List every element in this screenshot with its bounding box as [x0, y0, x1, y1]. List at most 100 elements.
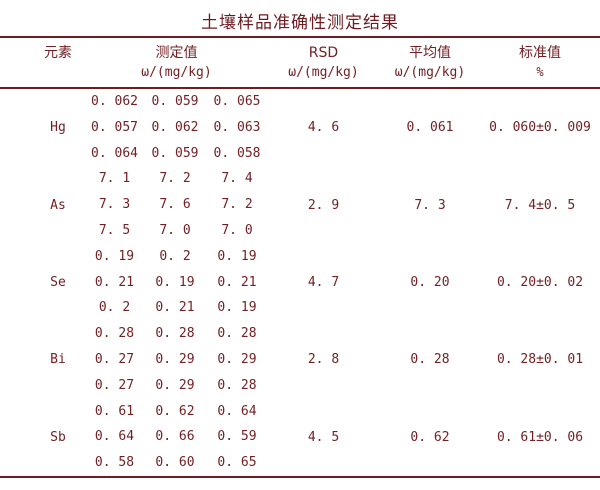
measured-subcolumn-3: 0. 64 0. 59 0. 65 — [207, 399, 267, 476]
measured-value: 7. 0 — [221, 222, 253, 238]
header-average-label: 平均值 — [409, 45, 451, 61]
rsd-value: 2. 8 — [307, 352, 340, 368]
table-bottom-rule — [0, 475, 600, 478]
measured-subcolumn-1: 0. 61 0. 64 0. 58 — [86, 399, 143, 476]
measured-value: 0. 2 — [98, 300, 131, 316]
header-measured-unit: ω/(mg/kg) — [141, 65, 212, 80]
average-value: 0. 061 — [406, 120, 454, 136]
measured-value: 7. 6 — [159, 197, 191, 213]
measured-value: 7. 2 — [221, 197, 253, 213]
measured-value: 0. 28 — [94, 326, 135, 342]
measured-subcolumn-3: 0. 065 0. 063 0. 058 — [207, 89, 267, 166]
element-label: Sb — [50, 429, 66, 445]
element-label: As — [50, 197, 66, 213]
measured-value: 0. 063 — [213, 119, 261, 135]
measured-value: 0. 21 — [94, 274, 135, 290]
measured-subcolumn-1: 7. 1 7. 3 7. 5 — [86, 166, 143, 243]
measured-value: 7. 2 — [159, 171, 191, 187]
measured-value: 7. 4 — [221, 171, 253, 187]
element-label: Se — [50, 274, 66, 290]
table-row-group-se: Se 0. 19 0. 21 0. 2 0. 2 0. 19 0. 21 0. … — [0, 244, 600, 321]
standard-value: 7. 4±0. 5 — [504, 197, 576, 213]
standard-value: 0. 61±0. 06 — [496, 429, 584, 445]
measured-value: 0. 19 — [155, 274, 195, 290]
measured-value: 0. 28 — [217, 326, 257, 342]
measured-value: 0. 27 — [94, 377, 135, 393]
element-label: Bi — [50, 352, 66, 368]
measured-subcolumn-2: 0. 2 0. 19 0. 21 — [143, 244, 207, 321]
measured-value: 7. 3 — [98, 197, 131, 213]
header-rsd: RSD ω/(mg/kg) — [267, 43, 380, 82]
measured-subcolumn-3: 7. 4 7. 2 7. 0 — [207, 166, 267, 243]
measured-value: 0. 64 — [217, 403, 257, 419]
measured-subcolumn-1: 0. 28 0. 27 0. 27 — [86, 321, 143, 398]
table-row-group-sb: Sb 0. 61 0. 64 0. 58 0. 62 0. 66 0. 60 0… — [0, 399, 600, 476]
table-header-row: 元素 测定值 ω/(mg/kg) RSD ω/(mg/kg) 平均值 ω/(mg… — [0, 38, 600, 87]
measured-subcolumn-2: 0. 059 0. 062 0. 059 — [143, 89, 207, 166]
measured-value: 0. 21 — [217, 274, 257, 290]
measured-value: 0. 21 — [155, 300, 195, 316]
average-value: 0. 62 — [410, 429, 450, 445]
header-standard: 标准值 % — [480, 43, 600, 82]
measured-value: 0. 65 — [217, 455, 257, 471]
measured-value: 0. 19 — [217, 248, 257, 264]
average-value: 0. 28 — [410, 352, 450, 368]
measured-value: 7. 5 — [98, 222, 131, 238]
standard-value: 0. 20±0. 02 — [496, 274, 584, 290]
measured-subcolumn-1: 0. 062 0. 057 0. 064 — [86, 89, 143, 166]
measured-value: 0. 58 — [94, 455, 135, 471]
measured-subcolumn-3: 0. 28 0. 29 0. 28 — [207, 321, 267, 398]
measured-value: 0. 19 — [217, 300, 257, 316]
measured-value: 0. 058 — [213, 145, 261, 161]
measured-subcolumn-2: 0. 28 0. 29 0. 29 — [143, 321, 207, 398]
header-standard-label: 标准值 — [519, 45, 561, 61]
header-measured: 测定值 ω/(mg/kg) — [86, 43, 267, 82]
measured-subcolumn-2: 0. 62 0. 66 0. 60 — [143, 399, 207, 476]
measured-value: 0. 059 — [151, 94, 199, 109]
table-title: 土壤样品准确性测定结果 — [201, 13, 399, 33]
measured-value: 0. 059 — [151, 145, 199, 161]
rsd-value: 4. 6 — [307, 120, 340, 136]
header-rsd-unit: ω/(mg/kg) — [288, 65, 359, 80]
measured-value: 0. 2 — [159, 248, 191, 264]
measured-value: 0. 062 — [91, 94, 138, 109]
measured-value: 0. 62 — [155, 403, 195, 419]
measured-value: 0. 062 — [151, 119, 199, 135]
header-element: 元素 — [44, 45, 72, 61]
header-standard-unit: % — [536, 65, 544, 79]
measured-value: 0. 27 — [94, 351, 135, 367]
table-row-group-hg: Hg 0. 062 0. 057 0. 064 0. 059 0. 062 0.… — [0, 89, 600, 166]
measured-value: 0. 61 — [94, 403, 135, 419]
measured-value: 0. 28 — [217, 377, 257, 393]
header-average: 平均值 ω/(mg/kg) — [380, 43, 480, 82]
rsd-value: 4. 5 — [307, 429, 340, 445]
standard-value: 0. 28±0. 01 — [496, 352, 584, 368]
measured-subcolumn-3: 0. 19 0. 21 0. 19 — [207, 244, 267, 321]
header-rsd-label: RSD — [308, 45, 339, 61]
table-row-group-bi: Bi 0. 28 0. 27 0. 27 0. 28 0. 29 0. 29 0… — [0, 321, 600, 398]
measured-value: 0. 29 — [217, 351, 257, 367]
standard-value: 0. 060±0. 009 — [489, 120, 591, 136]
table-top-rule — [0, 36, 600, 38]
measured-subcolumn-2: 7. 2 7. 6 7. 0 — [143, 166, 207, 243]
table-header-rule — [0, 87, 600, 89]
header-average-unit: ω/(mg/kg) — [394, 65, 466, 80]
measured-value: 0. 66 — [155, 429, 195, 445]
measured-value: 0. 19 — [94, 248, 135, 264]
measured-value: 0. 28 — [155, 326, 195, 342]
average-value: 0. 20 — [410, 274, 450, 290]
measured-value: 0. 64 — [94, 429, 135, 445]
element-label: Hg — [50, 120, 66, 136]
measured-value: 0. 29 — [155, 377, 195, 393]
measured-value: 7. 1 — [98, 171, 131, 187]
measured-value: 0. 064 — [91, 145, 138, 161]
measured-value: 0. 29 — [155, 351, 195, 367]
table-row-group-as: As 7. 1 7. 3 7. 5 7. 2 7. 6 7. 0 7. 4 7.… — [0, 166, 600, 243]
measured-value: 0. 60 — [155, 455, 195, 471]
rsd-value: 2. 9 — [307, 197, 340, 213]
measured-value: 0. 59 — [217, 429, 257, 445]
measured-subcolumn-1: 0. 19 0. 21 0. 2 — [86, 244, 143, 321]
average-value: 7. 3 — [414, 197, 446, 213]
header-measured-label: 测定值 — [155, 45, 198, 61]
